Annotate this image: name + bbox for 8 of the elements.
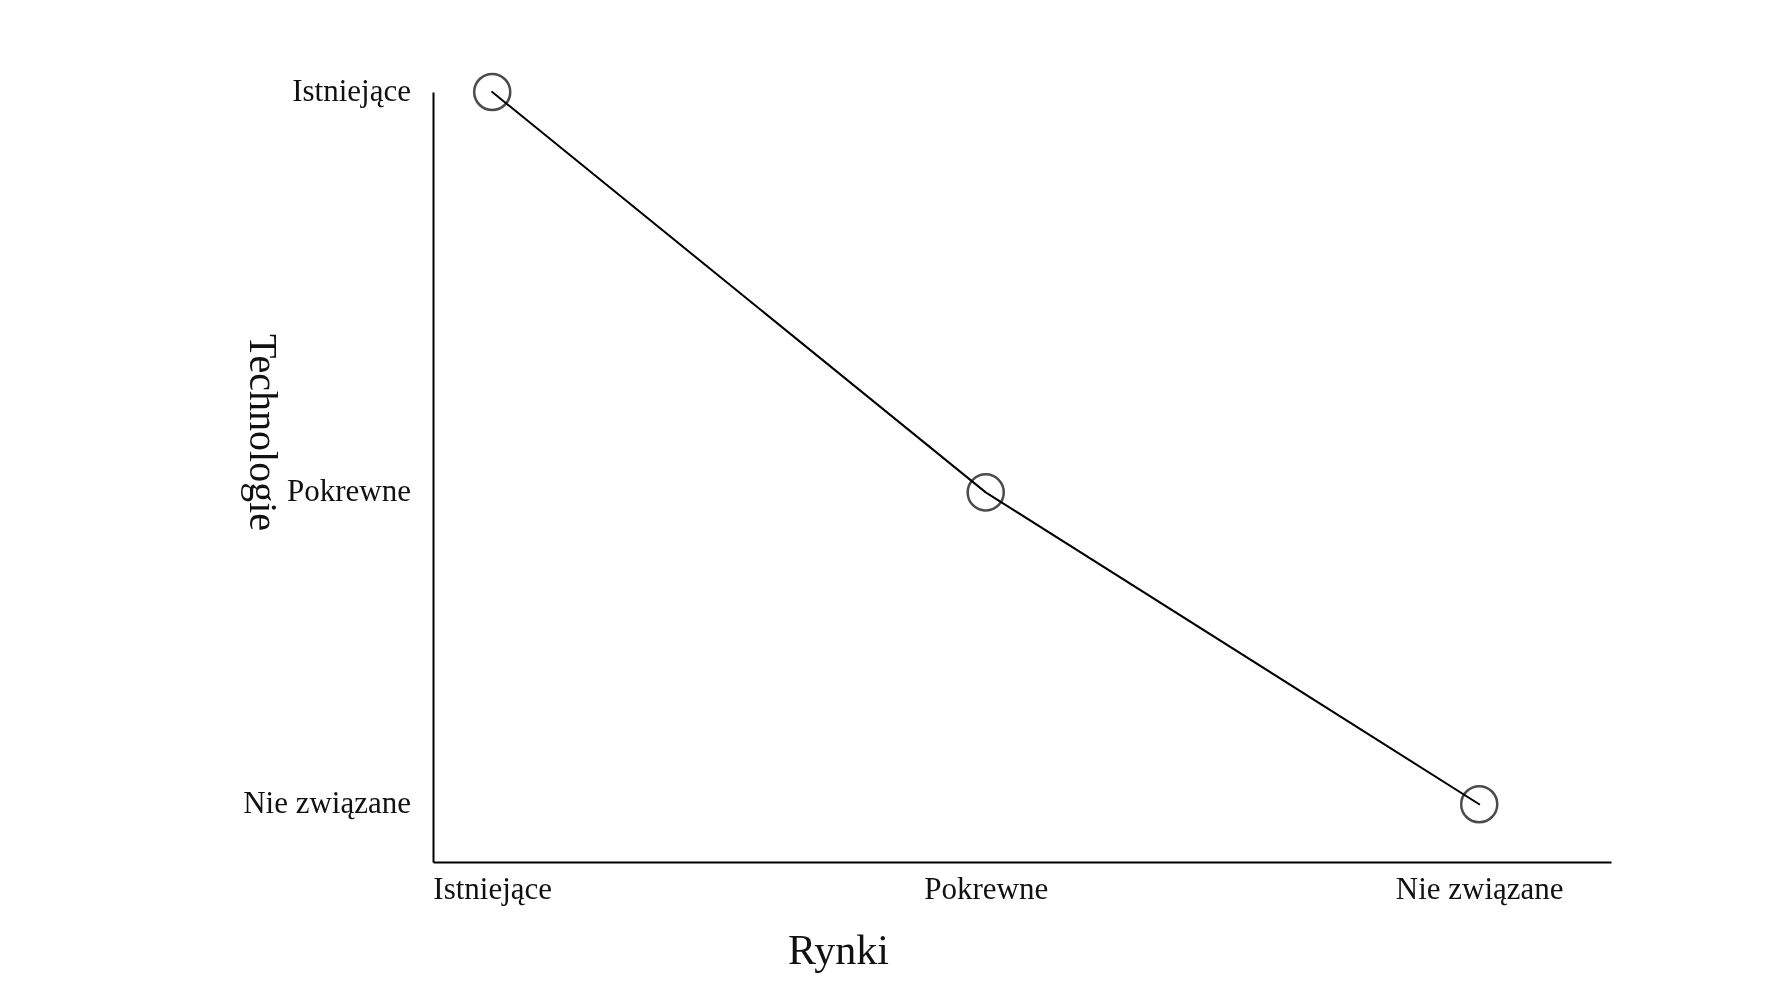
text: Pokrewne bbox=[287, 473, 411, 509]
y-axis-title: Technologie bbox=[240, 333, 286, 532]
x-tick-label: Nie związane bbox=[1395, 870, 1564, 906]
x-tick-label: Istniejące bbox=[433, 870, 553, 906]
x-axis-title: Rynki bbox=[787, 926, 890, 973]
x-tick-label: Pokrewne bbox=[924, 870, 1049, 906]
text: Nie związane bbox=[243, 785, 411, 821]
text: Istniejące bbox=[292, 73, 411, 108]
